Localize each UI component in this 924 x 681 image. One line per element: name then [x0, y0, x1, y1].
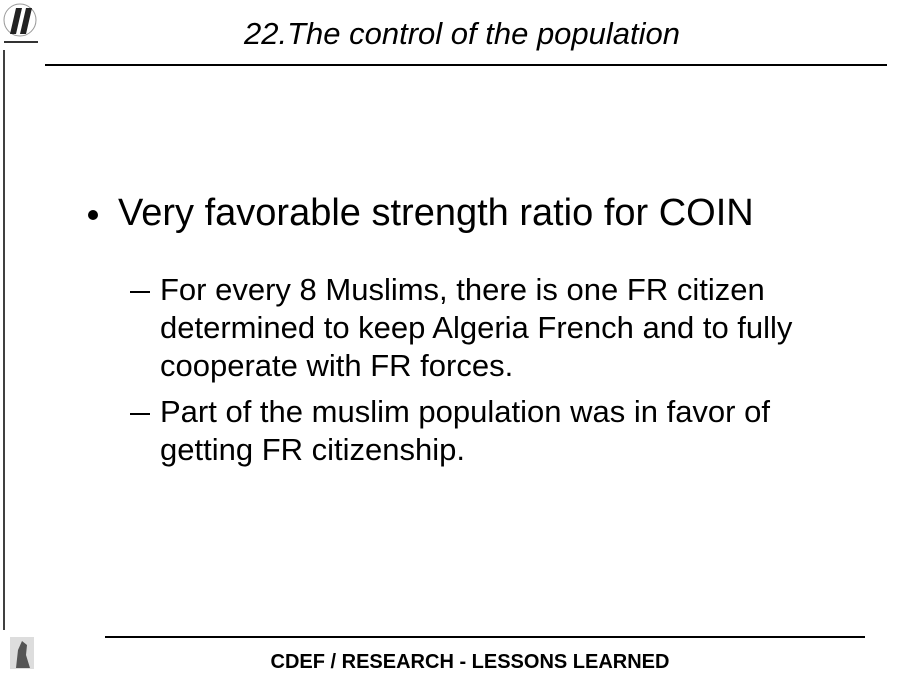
bullet-dot	[88, 210, 98, 220]
bullet-text: Very favorable strength ratio for COIN	[118, 192, 878, 235]
footer-text: CDEF / RESEARCH - LESSONS LEARNED	[80, 651, 860, 674]
logo-top	[4, 4, 38, 42]
logo-bottom	[10, 637, 34, 669]
slide: {"header": {"title": "22.The control of …	[0, 0, 924, 681]
slide-title: 22.The control of the population	[60, 16, 864, 52]
sub-bullet-text: For every 8 Muslims, there is one FR cit…	[160, 271, 860, 385]
sub-bullet-text: Part of the muslim population was in fav…	[160, 393, 860, 469]
